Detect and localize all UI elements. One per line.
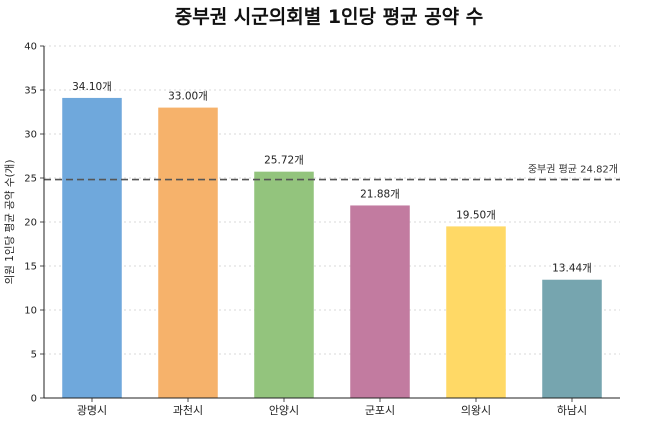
y-tick-label: 10 bbox=[24, 306, 37, 317]
x-category-label: 군포시 bbox=[365, 404, 395, 417]
axes: 광명시 과천시 안양시 군포시 의왕시 하남시 bbox=[43, 46, 620, 417]
bar-value-label: 25.72개 bbox=[264, 155, 304, 167]
gridlines bbox=[44, 45, 620, 355]
chart-title: 중부권 시군의회별 1인당 평균 공약 수 bbox=[175, 6, 484, 28]
y-tick-label: 15 bbox=[24, 262, 37, 273]
bar bbox=[158, 107, 218, 398]
x-category-label: 의왕시 bbox=[461, 404, 491, 417]
y-tick-label: 0 bbox=[31, 394, 37, 405]
average-reference-label: 중부권 평균 24.82개 bbox=[528, 164, 618, 176]
y-tick-label: 5 bbox=[31, 350, 37, 361]
bar bbox=[62, 97, 122, 399]
x-category-label: 하남시 bbox=[557, 403, 587, 417]
average-line-group: 중부권 평균 24.82개 bbox=[44, 164, 620, 181]
bar-value-label: 13.44개 bbox=[552, 263, 592, 275]
y-tick-label: 35 bbox=[24, 86, 37, 97]
bar bbox=[446, 226, 506, 398]
x-category-label: 광명시 bbox=[77, 404, 107, 417]
bar bbox=[542, 279, 602, 398]
bar-value-label: 33.00개 bbox=[168, 91, 208, 103]
y-tick-label: 30 bbox=[24, 130, 37, 141]
bar bbox=[254, 171, 314, 398]
y-tick-label: 40 bbox=[24, 42, 37, 53]
y-tick-label: 25 bbox=[24, 174, 37, 185]
y-axis-label: 의원 1인당 평균 공약 수(개) bbox=[4, 160, 16, 285]
y-tick-label: 20 bbox=[24, 218, 37, 229]
y-axis-ticks: 0 5 10 15 20 25 30 35 40 bbox=[24, 42, 44, 405]
bar-value-label: 34.10개 bbox=[72, 81, 112, 93]
x-category-label: 과천시 bbox=[173, 403, 203, 417]
bar bbox=[350, 205, 410, 398]
bar-value-label: 21.88개 bbox=[360, 188, 400, 200]
bar-value-label: 19.50개 bbox=[456, 209, 496, 221]
bars: 34.10개 33.00개 25.72개 21.88개 19.50개 13.44개 bbox=[62, 81, 602, 399]
x-category-label: 안양시 bbox=[269, 404, 299, 417]
